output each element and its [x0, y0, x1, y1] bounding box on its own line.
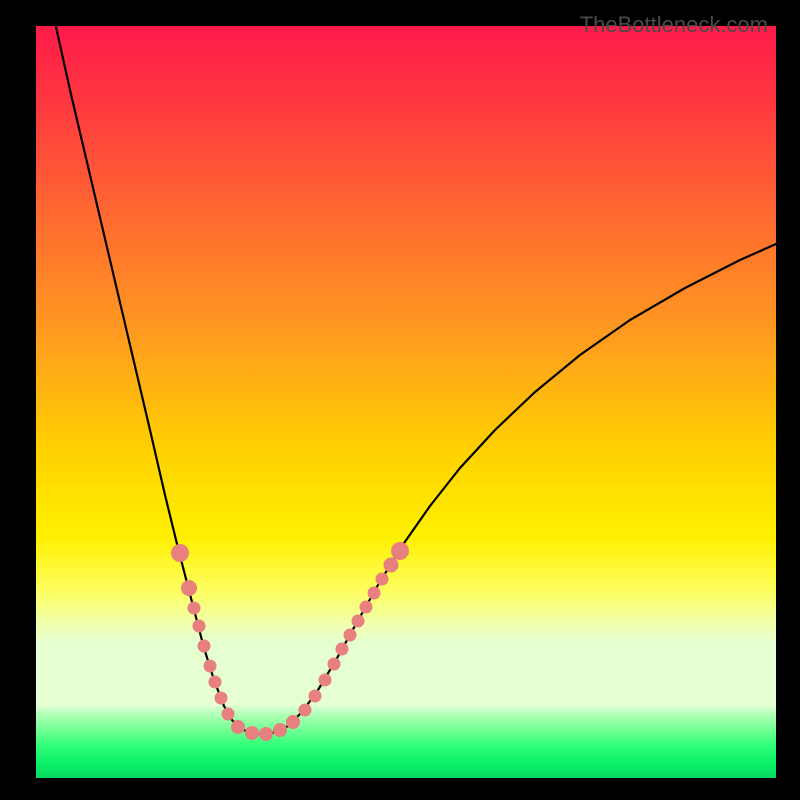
chart-container: TheBottleneck.com: [0, 0, 800, 800]
curve-marker: [245, 726, 259, 740]
bottleneck-curve: [56, 27, 776, 734]
curve-marker: [204, 660, 217, 673]
curve-marker: [181, 580, 197, 596]
curve-marker: [299, 704, 312, 717]
curve-marker: [231, 720, 245, 734]
watermark-text: TheBottleneck.com: [580, 12, 768, 38]
curve-marker: [222, 708, 235, 721]
curve-marker: [336, 643, 349, 656]
curve-marker: [193, 620, 206, 633]
curve-marker: [384, 558, 399, 573]
curve-marker: [352, 615, 365, 628]
curve-marker: [273, 723, 287, 737]
curve-marker: [215, 692, 228, 705]
curve-marker: [376, 573, 389, 586]
curve-marker: [259, 727, 273, 741]
curve-marker: [368, 587, 381, 600]
curve-marker: [188, 602, 201, 615]
curve-marker: [209, 676, 222, 689]
curve-marker: [360, 601, 373, 614]
curve-marker: [328, 658, 341, 671]
curve-marker: [391, 542, 409, 560]
curve-marker: [309, 690, 322, 703]
curve-marker: [286, 715, 300, 729]
plot-overlay: [0, 0, 800, 800]
curve-marker: [344, 629, 357, 642]
curve-marker: [319, 674, 332, 687]
curve-marker: [198, 640, 211, 653]
curve-marker: [171, 544, 189, 562]
